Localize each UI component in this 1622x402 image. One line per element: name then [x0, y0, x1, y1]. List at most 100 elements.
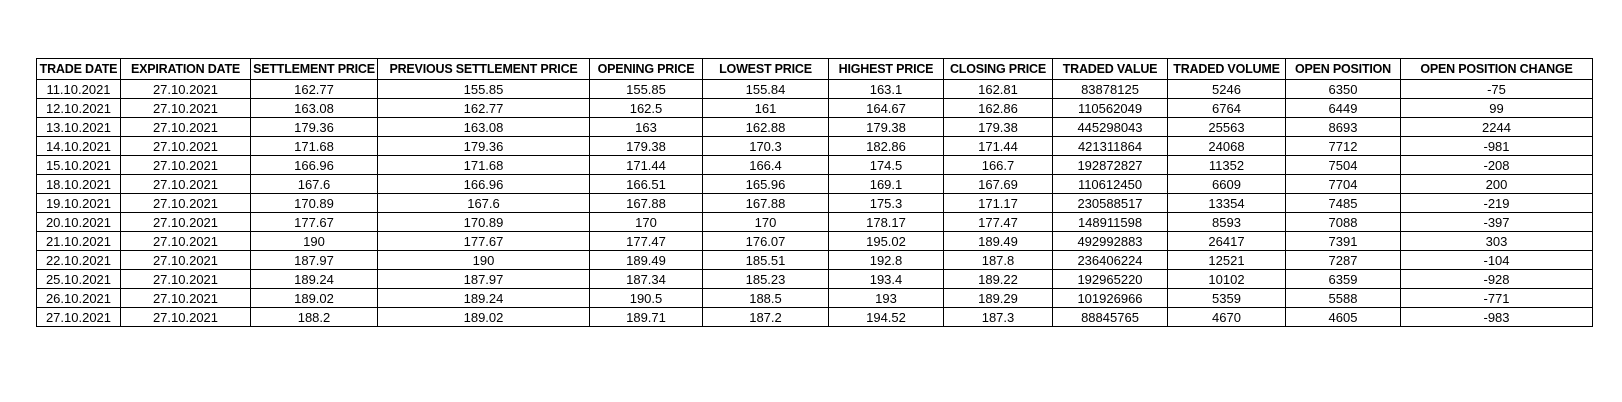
table-cell: 188.5 — [702, 288, 829, 308]
table-cell: 192965220 — [1052, 269, 1168, 289]
table-cell: 110612450 — [1052, 174, 1168, 194]
table-cell: 167.6 — [377, 193, 590, 213]
table-cell: 26417 — [1167, 231, 1286, 251]
table-row: 20.10.2021 27.10.2021 177.67 170.89 170 170 17… — [36, 212, 1593, 232]
table-row: 18.10.2021 27.10.2021 167.6 166.96 166.51 165… — [36, 174, 1593, 194]
table-cell: 27.10.2021 — [120, 117, 251, 137]
table-cell: 174.5 — [828, 155, 944, 175]
table-cell: 171.44 — [589, 155, 703, 175]
table-cell: -397 — [1400, 212, 1593, 232]
table-cell: 161 — [702, 98, 829, 118]
table-cell: 88845765 — [1052, 307, 1168, 327]
column-header-traded-value: TRADED VALUE — [1052, 58, 1168, 80]
table-cell: 155.85 — [589, 79, 703, 99]
table-cell: 27.10.2021 — [120, 250, 251, 270]
table-cell: 27.10.2021 — [120, 212, 251, 232]
table-cell: 4670 — [1167, 307, 1286, 327]
table-cell: 421311864 — [1052, 136, 1168, 156]
table-cell: 179.38 — [943, 117, 1053, 137]
table-cell: 20.10.2021 — [36, 212, 121, 232]
table-cell: 27.10.2021 — [36, 307, 121, 327]
table-cell: 189.02 — [250, 288, 378, 308]
table-cell: 189.22 — [943, 269, 1053, 289]
table-cell: 14.10.2021 — [36, 136, 121, 156]
table-cell: 27.10.2021 — [120, 155, 251, 175]
table-cell: 178.17 — [828, 212, 944, 232]
table-cell: 162.88 — [702, 117, 829, 137]
column-header-traded-volume: TRADED VOLUME — [1167, 58, 1286, 80]
table-cell: 7391 — [1285, 231, 1401, 251]
table-cell: 12521 — [1167, 250, 1286, 270]
table-cell: 170.3 — [702, 136, 829, 156]
table-cell: 18.10.2021 — [36, 174, 121, 194]
table-cell: 188.2 — [250, 307, 378, 327]
table-cell: 22.10.2021 — [36, 250, 121, 270]
table-row: 15.10.2021 27.10.2021 166.96 171.68 171.44 16… — [36, 155, 1593, 175]
column-header-expiration-date: EXPIRATION DATE — [120, 58, 251, 80]
table-cell: 187.8 — [943, 250, 1053, 270]
table-cell: 176.07 — [702, 231, 829, 251]
table-cell: 179.36 — [250, 117, 378, 137]
table-cell: 189.29 — [943, 288, 1053, 308]
table-cell: 445298043 — [1052, 117, 1168, 137]
table-row: 14.10.2021 27.10.2021 171.68 179.36 179.38 17… — [36, 136, 1593, 156]
table-cell: -928 — [1400, 269, 1593, 289]
table-cell: 25563 — [1167, 117, 1286, 137]
table-cell: 190 — [377, 250, 590, 270]
table-cell: 192.8 — [828, 250, 944, 270]
table-cell: 179.36 — [377, 136, 590, 156]
table-row: 27.10.2021 27.10.2021 188.2 189.02 189.71 187… — [36, 307, 1593, 327]
table-cell: 177.67 — [250, 212, 378, 232]
table-cell: 19.10.2021 — [36, 193, 121, 213]
table-cell: 303 — [1400, 231, 1593, 251]
table-cell: 163.08 — [377, 117, 590, 137]
table-cell: 2244 — [1400, 117, 1593, 137]
table-cell: 189.49 — [943, 231, 1053, 251]
table-cell: 101926966 — [1052, 288, 1168, 308]
table-cell: 167.88 — [589, 193, 703, 213]
table-cell: 166.51 — [589, 174, 703, 194]
table-cell: -771 — [1400, 288, 1593, 308]
table-row: 25.10.2021 27.10.2021 189.24 187.97 187.34 18… — [36, 269, 1593, 289]
table-cell: 6764 — [1167, 98, 1286, 118]
table-cell: 189.71 — [589, 307, 703, 327]
table-row: 11.10.2021 27.10.2021 162.77 155.85 155.85 15… — [36, 79, 1593, 99]
table-cell: 7088 — [1285, 212, 1401, 232]
table-cell: 187.34 — [589, 269, 703, 289]
table-cell: 12.10.2021 — [36, 98, 121, 118]
table-cell: 13354 — [1167, 193, 1286, 213]
table-cell: 7704 — [1285, 174, 1401, 194]
column-header-opening-price: OPENING PRICE — [589, 58, 703, 80]
table-cell: 155.85 — [377, 79, 590, 99]
table-cell: 5246 — [1167, 79, 1286, 99]
table-cell: 162.86 — [943, 98, 1053, 118]
table-cell: 110562049 — [1052, 98, 1168, 118]
table-cell: 8593 — [1167, 212, 1286, 232]
table-cell: 194.52 — [828, 307, 944, 327]
table-cell: 166.96 — [377, 174, 590, 194]
column-header-previous-settlement-price: PREVIOUS SETTLEMENT PRICE — [377, 58, 590, 80]
table-cell: 187.2 — [702, 307, 829, 327]
table-cell: 200 — [1400, 174, 1593, 194]
table-cell: 175.3 — [828, 193, 944, 213]
table-cell: 15.10.2021 — [36, 155, 121, 175]
table-cell: 27.10.2021 — [120, 288, 251, 308]
table-cell: 11.10.2021 — [36, 79, 121, 99]
table-cell: 166.4 — [702, 155, 829, 175]
table-cell: 193 — [828, 288, 944, 308]
header-row: TRADE DATE EXPIRATION DATE SETTLEMENT PRIC… — [36, 58, 1593, 80]
table-cell: 177.47 — [589, 231, 703, 251]
table-cell: -104 — [1400, 250, 1593, 270]
table-cell: 6609 — [1167, 174, 1286, 194]
table-cell: 13.10.2021 — [36, 117, 121, 137]
table-cell: 162.5 — [589, 98, 703, 118]
table-cell: 21.10.2021 — [36, 231, 121, 251]
table-cell: -219 — [1400, 193, 1593, 213]
table-cell: 179.38 — [589, 136, 703, 156]
table-cell: 99 — [1400, 98, 1593, 118]
column-header-open-position: OPEN POSITION — [1285, 58, 1401, 80]
table-cell: 165.96 — [702, 174, 829, 194]
table-cell: 166.96 — [250, 155, 378, 175]
table-row: 22.10.2021 27.10.2021 187.97 190 189.49 185.5… — [36, 250, 1593, 270]
